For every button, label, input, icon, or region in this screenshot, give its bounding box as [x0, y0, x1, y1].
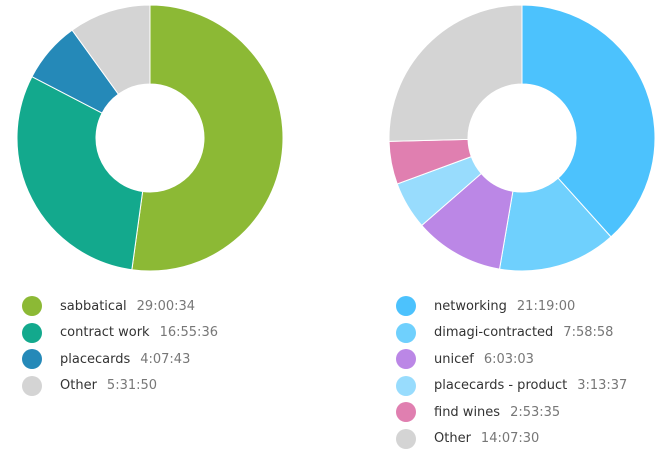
legend-label: contract work — [60, 325, 150, 341]
legend-swatch — [22, 375, 42, 396]
donut-slice-other[interactable] — [71, 4, 151, 95]
legend-label: networking — [434, 298, 507, 314]
legend-swatch — [22, 296, 42, 317]
legend-value: 4:07:43 — [140, 351, 191, 367]
legend-value: 7:58:58 — [563, 325, 614, 341]
legend-label: placecards - product — [434, 378, 568, 394]
legend-left: sabbatical 29:00:34 contract work 16:55:… — [22, 293, 218, 399]
donut-slice-dimagi-contracted[interactable] — [498, 177, 612, 272]
donut-slice-other[interactable] — [388, 4, 523, 142]
legend-item[interactable]: placecards 4:07:43 — [22, 346, 218, 373]
legend-value: 6:03:03 — [483, 351, 534, 367]
legend-swatch — [396, 375, 416, 396]
legend-swatch — [396, 349, 416, 370]
legend-item[interactable]: sabbatical 29:00:34 — [22, 293, 218, 320]
legend-item[interactable]: networking 21:19:00 — [396, 293, 627, 320]
donut-chart-left — [16, 4, 284, 272]
legend-item[interactable]: Other 14:07:30 — [396, 426, 627, 453]
legend-right: networking 21:19:00 dimagi-contracted 7:… — [396, 293, 627, 452]
legend-value: 21:19:00 — [516, 298, 576, 314]
legend-value: 29:00:34 — [136, 298, 196, 314]
legend-label: sabbatical — [60, 298, 127, 314]
legend-value: 16:55:36 — [159, 325, 218, 341]
legend-swatch — [396, 322, 416, 343]
legend-item[interactable]: contract work 16:55:36 — [22, 320, 218, 347]
legend-label: unicef — [434, 351, 474, 367]
donut-slice-networking[interactable] — [521, 4, 656, 238]
legend-item[interactable]: unicef 6:03:03 — [396, 346, 627, 373]
legend-swatch — [396, 402, 416, 423]
legend-label: find wines — [434, 404, 501, 420]
legend-value: 2:53:35 — [510, 404, 561, 420]
legend-label: placecards — [60, 351, 131, 367]
legend-item[interactable]: dimagi-contracted 7:58:58 — [396, 320, 627, 347]
legend-label: Other — [60, 378, 97, 394]
legend-value: 3:13:37 — [577, 378, 628, 394]
legend-item[interactable]: placecards - product 3:13:37 — [396, 373, 627, 400]
donut-slice-contract-work[interactable] — [16, 76, 144, 271]
legend-swatch — [22, 349, 42, 370]
legend-label: dimagi-contracted — [434, 325, 554, 341]
donut-chart-right — [388, 4, 656, 272]
donut-slice-sabbatical[interactable] — [131, 4, 284, 272]
legend-value: 5:31:50 — [106, 378, 158, 394]
legend-value: 14:07:30 — [480, 431, 540, 447]
legend-swatch — [396, 296, 416, 317]
legend-swatch — [22, 322, 42, 343]
legend-label: Other — [434, 431, 471, 447]
legend-item[interactable]: find wines 2:53:35 — [396, 399, 627, 426]
legend-swatch — [396, 428, 416, 449]
legend-item[interactable]: Other 5:31:50 — [22, 373, 218, 400]
